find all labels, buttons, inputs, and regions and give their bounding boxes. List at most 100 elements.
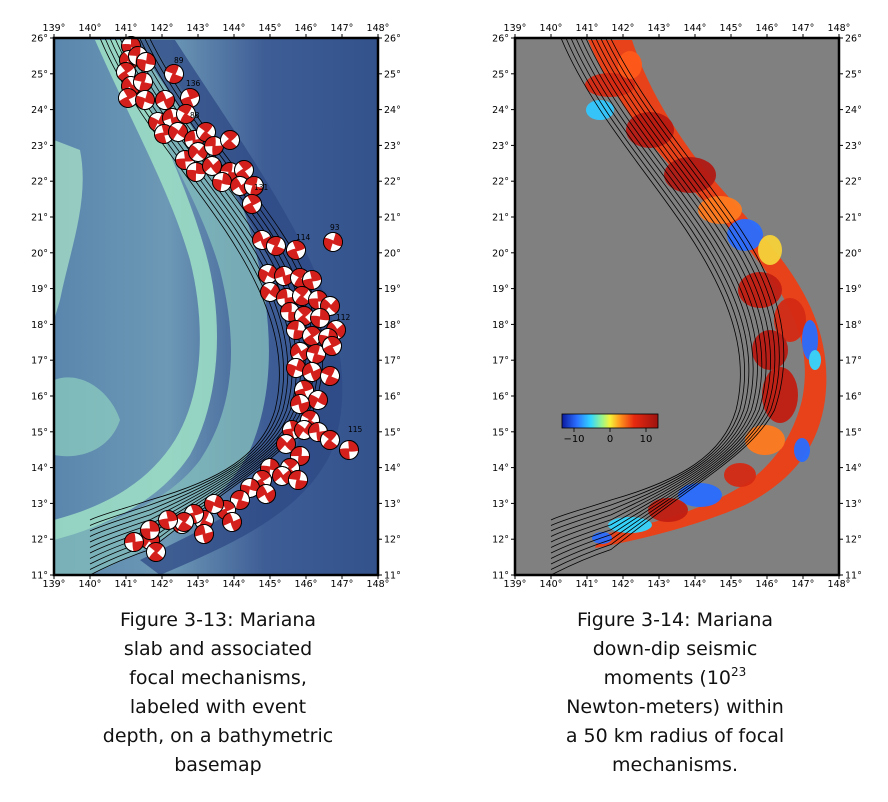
latitude-tick-label: 21°	[492, 213, 509, 224]
latitude-tick-label: 17°	[384, 356, 401, 367]
longitude-tick-label: 146°	[295, 579, 318, 590]
latitude-tick-label: 17°	[845, 356, 862, 367]
focal-mechanism-ball	[288, 470, 308, 490]
caption-line: basemap	[174, 754, 262, 776]
caption-superscript: 23	[731, 665, 747, 679]
caption-line: moments (1023	[545, 664, 805, 693]
latitude-tick-label: 18°	[492, 320, 509, 331]
longitude-tick-label: 145°	[720, 579, 743, 590]
focal-mechanism-ball	[124, 531, 144, 553]
colorbar-gradient	[561, 413, 659, 429]
focal-mechanism-ball	[194, 524, 214, 544]
longitude-tick-label: 144°	[223, 579, 246, 590]
focal-mechanism-ball	[272, 466, 292, 486]
event-depth-label: 115	[348, 425, 363, 434]
latitude-tick-label: 18°	[384, 320, 401, 331]
figure-bathymetry: 89 136 83 131 93 114 112 115 139° 139° 140° 140° 14…	[31, 23, 401, 780]
focal-mechanism-ball	[302, 270, 322, 290]
latitude-tick-label: 21°	[384, 213, 401, 224]
focal-mechanism-ball	[286, 358, 306, 378]
latitude-tick-label: 14°	[31, 463, 48, 474]
focal-mechanism-ball	[222, 512, 242, 532]
map-axes-left: 139° 139° 140° 140° 141° 141° 142° 142° 143° 143°…	[31, 23, 401, 590]
latitude-tick-label: 24°	[31, 105, 48, 116]
focal-mechanism-ball	[320, 366, 340, 386]
longitude-tick-label: 145°	[259, 579, 282, 590]
focal-mechanism-ball	[157, 510, 179, 530]
longitude-tick-label: 140°	[540, 579, 563, 590]
latitude-tick-label: 15°	[492, 427, 509, 438]
latitude-tick-label: 19°	[845, 284, 862, 295]
latitude-tick-label: 22°	[384, 177, 401, 188]
latitude-tick-label: 15°	[384, 427, 401, 438]
longitude-tick-label: 147°	[331, 579, 354, 590]
event-depth-label: 131	[254, 183, 269, 192]
focal-mechanism-ball	[320, 430, 340, 450]
map-body-right	[515, 38, 839, 575]
latitude-tick-label: 25°	[492, 69, 509, 80]
focal-mechanism-ball	[135, 90, 155, 110]
latitude-tick-label: 26°	[31, 34, 48, 45]
longitude-tick-label: 143°	[187, 23, 210, 34]
longitude-tick-label: 144°	[684, 579, 707, 590]
focal-mechanism-ball	[176, 104, 196, 124]
colorbar-tick-label: 0	[607, 434, 613, 445]
latitude-tick-label: 22°	[31, 177, 48, 188]
longitude-tick-label: 142°	[612, 579, 635, 590]
slab-contours-right	[550, 38, 785, 575]
figure-caption: Figure 3-14: Mariana down-dip seismic mo…	[545, 606, 805, 780]
caption-line: Figure 3-13: Mariana	[119, 609, 317, 631]
latitude-tick-label: 11°	[845, 571, 862, 582]
focal-mechanism-ball	[202, 156, 222, 176]
figure-caption: Figure 3-13: Mariana slab and associated…	[88, 606, 348, 780]
bathymetry-map: 89 136 83 131 93 114 112 115 139° 139° 140° 140° 14…	[31, 23, 401, 590]
latitude-tick-label: 16°	[845, 392, 862, 403]
latitude-tick-label: 24°	[845, 105, 862, 116]
caption-line: slab and associated	[123, 638, 313, 660]
latitude-tick-label: 20°	[31, 248, 48, 259]
latitude-tick-label: 17°	[31, 356, 48, 367]
focal-mechanism-ball	[220, 130, 240, 150]
latitude-tick-label: 14°	[492, 463, 509, 474]
event-depth-label: 93	[330, 223, 340, 232]
latitude-tick-label: 13°	[845, 499, 862, 510]
longitude-tick-label: 146°	[756, 23, 779, 34]
latitude-tick-label: 25°	[384, 69, 401, 80]
longitude-tick-label: 143°	[187, 579, 210, 590]
latitude-tick-label: 15°	[31, 427, 48, 438]
longitude-tick-label: 141°	[576, 579, 599, 590]
latitude-tick-label: 22°	[492, 177, 509, 188]
longitude-tick-label: 147°	[792, 579, 815, 590]
latitude-tick-label: 23°	[384, 141, 401, 152]
map-axes-right: 139° 139° 140° 140° 141° 141° 142° 142° 143° 143°…	[492, 23, 862, 590]
longitude-tick-label: 140°	[79, 23, 102, 34]
event-depth-label: 114	[296, 233, 311, 242]
caption-text: moments (10	[603, 667, 732, 689]
latitude-tick-label: 14°	[384, 463, 401, 474]
figure-seismic-moment: −10 0 10 139° 139° 140° 140° 141° 141° 142° 142…	[444, 0, 888, 802]
latitude-tick-label: 23°	[845, 141, 862, 152]
map-frame-right	[513, 36, 841, 577]
longitude-tick-label: 139°	[504, 579, 527, 590]
latitude-tick-label: 26°	[384, 34, 401, 45]
focal-mechanism-ball	[212, 172, 232, 192]
event-depth-label: 89	[174, 56, 184, 65]
latitude-tick-label: 12°	[492, 535, 509, 546]
latitude-tick-label: 13°	[384, 499, 401, 510]
longitude-tick-label: 148°	[828, 23, 851, 34]
focal-mechanism-ball	[188, 142, 208, 162]
caption-line: a 50 km radius of focal	[565, 725, 785, 747]
latitude-tick-label: 16°	[31, 392, 48, 403]
focal-mechanism-ball	[286, 240, 306, 260]
focal-mechanism-ball	[242, 194, 262, 214]
latitude-tick-label: 16°	[492, 392, 509, 403]
longitude-tick-label: 145°	[259, 23, 282, 34]
latitude-tick-label: 23°	[31, 141, 48, 152]
focal-mechanism-ball	[146, 542, 166, 562]
latitude-tick-label: 20°	[492, 248, 509, 259]
focal-mechanism-ball	[204, 494, 224, 514]
focal-mechanism-ball	[230, 490, 250, 510]
latitude-tick-label: 12°	[384, 535, 401, 546]
seismic-moment-map: −10 0 10 139° 139° 140° 140° 141° 141° 142° 142…	[492, 23, 862, 590]
focal-mechanism-ball	[302, 362, 322, 382]
